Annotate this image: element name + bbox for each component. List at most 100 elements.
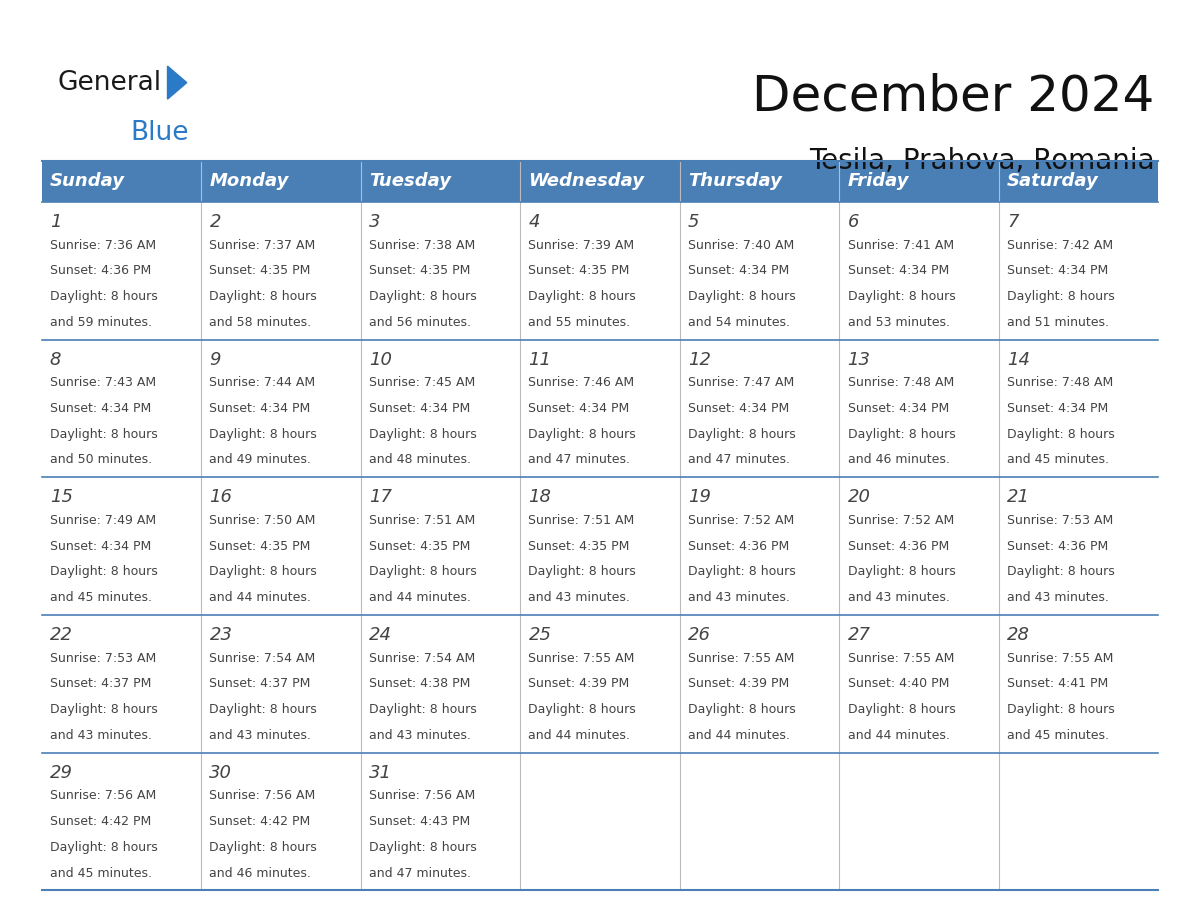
Text: 30: 30 [209, 764, 233, 782]
Text: Sunset: 4:39 PM: Sunset: 4:39 PM [688, 677, 789, 690]
Text: 9: 9 [209, 351, 221, 369]
Text: December 2024: December 2024 [752, 73, 1155, 120]
Text: Daylight: 8 hours: Daylight: 8 hours [209, 565, 317, 578]
Text: Sunset: 4:34 PM: Sunset: 4:34 PM [1007, 402, 1108, 415]
Text: Sunset: 4:34 PM: Sunset: 4:34 PM [529, 402, 630, 415]
Text: General: General [57, 70, 162, 95]
Text: Daylight: 8 hours: Daylight: 8 hours [209, 428, 317, 441]
Text: Sunset: 4:35 PM: Sunset: 4:35 PM [529, 540, 630, 553]
Text: and 46 minutes.: and 46 minutes. [847, 453, 949, 466]
Text: Sunset: 4:39 PM: Sunset: 4:39 PM [529, 677, 630, 690]
Text: Sunset: 4:34 PM: Sunset: 4:34 PM [50, 540, 151, 553]
Bar [42, 202, 1158, 890]
Text: Sunset: 4:37 PM: Sunset: 4:37 PM [209, 677, 311, 690]
Text: Sunrise: 7:39 AM: Sunrise: 7:39 AM [529, 239, 634, 252]
Text: Sunrise: 7:47 AM: Sunrise: 7:47 AM [688, 376, 795, 389]
Text: Sunset: 4:43 PM: Sunset: 4:43 PM [369, 815, 470, 828]
Text: 8: 8 [50, 351, 62, 369]
Text: Sunrise: 7:43 AM: Sunrise: 7:43 AM [50, 376, 156, 389]
Text: 18: 18 [529, 488, 551, 507]
Text: 19: 19 [688, 488, 712, 507]
Text: Sunset: 4:34 PM: Sunset: 4:34 PM [688, 402, 789, 415]
Text: Sunrise: 7:46 AM: Sunrise: 7:46 AM [529, 376, 634, 389]
Text: Sunset: 4:35 PM: Sunset: 4:35 PM [369, 540, 470, 553]
Text: Sunrise: 7:50 AM: Sunrise: 7:50 AM [209, 514, 316, 527]
Text: and 55 minutes.: and 55 minutes. [529, 316, 631, 329]
Text: Sunset: 4:36 PM: Sunset: 4:36 PM [688, 540, 789, 553]
Text: Daylight: 8 hours: Daylight: 8 hours [1007, 428, 1114, 441]
Text: 5: 5 [688, 213, 700, 231]
Text: Sunrise: 7:36 AM: Sunrise: 7:36 AM [50, 239, 156, 252]
Text: 4: 4 [529, 213, 541, 231]
Text: Sunset: 4:35 PM: Sunset: 4:35 PM [529, 264, 630, 277]
Text: Daylight: 8 hours: Daylight: 8 hours [847, 703, 955, 716]
Text: Sunrise: 7:42 AM: Sunrise: 7:42 AM [1007, 239, 1113, 252]
Bar [42, 161, 1158, 202]
Text: 2: 2 [209, 213, 221, 231]
Text: 31: 31 [369, 764, 392, 782]
Text: Sunday: Sunday [50, 173, 125, 190]
Text: Daylight: 8 hours: Daylight: 8 hours [369, 565, 476, 578]
Text: Sunrise: 7:51 AM: Sunrise: 7:51 AM [369, 514, 475, 527]
Text: Daylight: 8 hours: Daylight: 8 hours [369, 290, 476, 303]
Text: Sunrise: 7:52 AM: Sunrise: 7:52 AM [847, 514, 954, 527]
Text: Sunrise: 7:56 AM: Sunrise: 7:56 AM [369, 789, 475, 802]
Text: 11: 11 [529, 351, 551, 369]
Text: 14: 14 [1007, 351, 1030, 369]
Text: Sunset: 4:34 PM: Sunset: 4:34 PM [688, 264, 789, 277]
Text: Sunset: 4:35 PM: Sunset: 4:35 PM [209, 264, 311, 277]
Text: Sunset: 4:36 PM: Sunset: 4:36 PM [50, 264, 151, 277]
Text: and 46 minutes.: and 46 minutes. [209, 867, 311, 879]
Text: Sunset: 4:34 PM: Sunset: 4:34 PM [209, 402, 311, 415]
Text: Sunrise: 7:53 AM: Sunrise: 7:53 AM [1007, 514, 1113, 527]
Text: 17: 17 [369, 488, 392, 507]
Text: Sunrise: 7:45 AM: Sunrise: 7:45 AM [369, 376, 475, 389]
Text: 23: 23 [209, 626, 233, 644]
Text: Sunrise: 7:55 AM: Sunrise: 7:55 AM [1007, 652, 1113, 665]
Text: Monday: Monday [209, 173, 289, 190]
Text: and 47 minutes.: and 47 minutes. [688, 453, 790, 466]
Text: Daylight: 8 hours: Daylight: 8 hours [50, 565, 158, 578]
Text: Daylight: 8 hours: Daylight: 8 hours [50, 428, 158, 441]
Text: Daylight: 8 hours: Daylight: 8 hours [529, 565, 637, 578]
Text: Sunset: 4:34 PM: Sunset: 4:34 PM [1007, 264, 1108, 277]
Text: and 44 minutes.: and 44 minutes. [369, 591, 470, 604]
Text: Sunrise: 7:53 AM: Sunrise: 7:53 AM [50, 652, 156, 665]
Text: Sunset: 4:41 PM: Sunset: 4:41 PM [1007, 677, 1108, 690]
Text: and 44 minutes.: and 44 minutes. [209, 591, 311, 604]
Text: Sunrise: 7:41 AM: Sunrise: 7:41 AM [847, 239, 954, 252]
Text: Daylight: 8 hours: Daylight: 8 hours [50, 703, 158, 716]
Text: Sunrise: 7:48 AM: Sunrise: 7:48 AM [1007, 376, 1113, 389]
Text: Daylight: 8 hours: Daylight: 8 hours [529, 703, 637, 716]
Text: and 49 minutes.: and 49 minutes. [209, 453, 311, 466]
Text: Sunset: 4:42 PM: Sunset: 4:42 PM [209, 815, 311, 828]
Text: 16: 16 [209, 488, 233, 507]
Text: and 43 minutes.: and 43 minutes. [529, 591, 631, 604]
Text: Tesila, Prahova, Romania: Tesila, Prahova, Romania [809, 147, 1155, 174]
Text: 10: 10 [369, 351, 392, 369]
Text: Sunset: 4:34 PM: Sunset: 4:34 PM [847, 264, 949, 277]
Text: and 45 minutes.: and 45 minutes. [1007, 729, 1110, 742]
Text: and 45 minutes.: and 45 minutes. [50, 867, 152, 879]
Text: Blue: Blue [131, 120, 189, 146]
Text: Thursday: Thursday [688, 173, 782, 190]
Text: and 44 minutes.: and 44 minutes. [688, 729, 790, 742]
Text: 29: 29 [50, 764, 72, 782]
Text: Daylight: 8 hours: Daylight: 8 hours [688, 290, 796, 303]
Text: and 43 minutes.: and 43 minutes. [1007, 591, 1108, 604]
Text: Sunset: 4:35 PM: Sunset: 4:35 PM [209, 540, 311, 553]
Text: Daylight: 8 hours: Daylight: 8 hours [50, 290, 158, 303]
Text: 26: 26 [688, 626, 712, 644]
Text: Sunset: 4:37 PM: Sunset: 4:37 PM [50, 677, 151, 690]
Text: and 56 minutes.: and 56 minutes. [369, 316, 470, 329]
Text: Daylight: 8 hours: Daylight: 8 hours [688, 703, 796, 716]
Text: and 45 minutes.: and 45 minutes. [50, 591, 152, 604]
Text: Daylight: 8 hours: Daylight: 8 hours [1007, 565, 1114, 578]
Text: Sunset: 4:35 PM: Sunset: 4:35 PM [369, 264, 470, 277]
Text: Sunrise: 7:56 AM: Sunrise: 7:56 AM [50, 789, 156, 802]
Text: Daylight: 8 hours: Daylight: 8 hours [369, 703, 476, 716]
Text: and 54 minutes.: and 54 minutes. [688, 316, 790, 329]
Text: and 51 minutes.: and 51 minutes. [1007, 316, 1110, 329]
Text: Daylight: 8 hours: Daylight: 8 hours [369, 841, 476, 854]
Text: Sunset: 4:36 PM: Sunset: 4:36 PM [1007, 540, 1108, 553]
